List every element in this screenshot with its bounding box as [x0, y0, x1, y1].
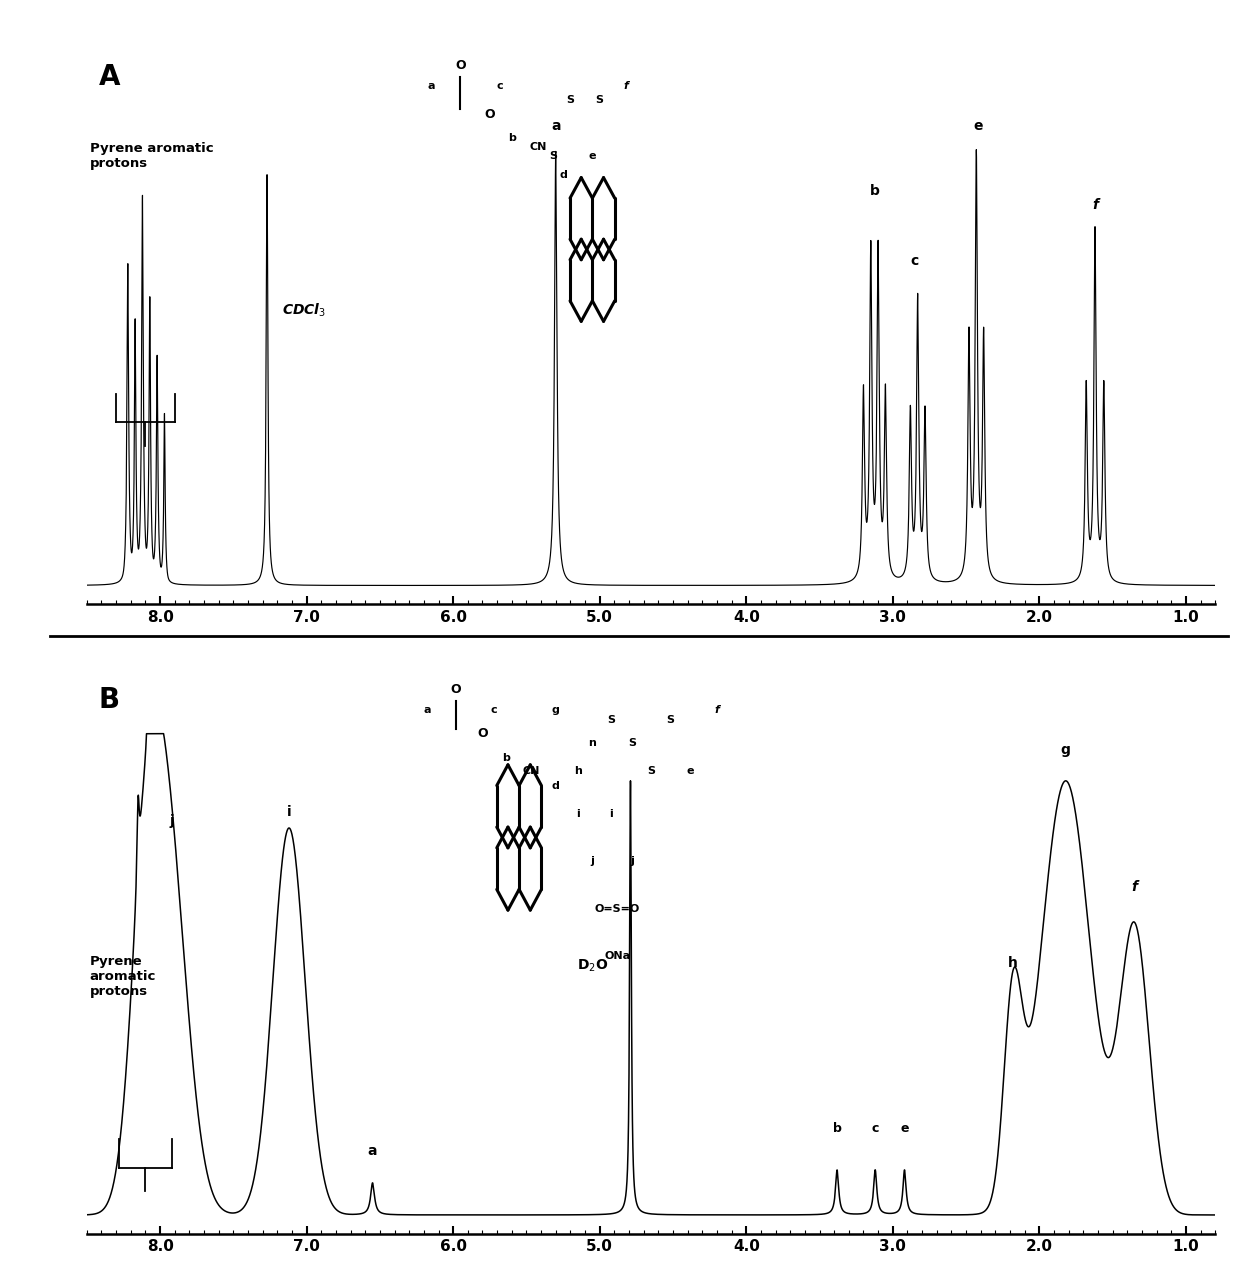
Text: A: A — [98, 62, 120, 90]
Text: D$_2$O: D$_2$O — [577, 958, 608, 974]
Text: e: e — [973, 118, 982, 132]
Text: CN: CN — [522, 767, 539, 776]
Text: d: d — [552, 781, 559, 791]
Text: O: O — [451, 683, 461, 696]
Text: O=S=O: O=S=O — [595, 903, 640, 913]
Text: e: e — [687, 767, 694, 776]
Text: e: e — [900, 1122, 909, 1135]
Text: O: O — [477, 728, 487, 740]
Text: j: j — [630, 856, 634, 866]
Text: O: O — [485, 108, 495, 121]
Text: CN: CN — [529, 141, 547, 151]
Text: c: c — [497, 81, 503, 90]
Text: ONa: ONa — [604, 950, 630, 960]
Text: CDCl$_3$: CDCl$_3$ — [281, 301, 326, 319]
Text: O: O — [455, 59, 466, 73]
Text: S: S — [666, 715, 675, 725]
Text: S: S — [595, 95, 604, 106]
Text: B: B — [98, 687, 119, 715]
Text: b: b — [833, 1122, 842, 1135]
Text: g: g — [1060, 743, 1070, 757]
Text: f: f — [1132, 880, 1137, 894]
Text: a: a — [551, 118, 560, 132]
Text: S: S — [549, 151, 557, 162]
Text: g: g — [552, 705, 559, 715]
Text: S: S — [627, 738, 636, 748]
Text: a: a — [428, 81, 435, 90]
Text: S: S — [608, 715, 615, 725]
Text: Pyrene
aromatic
protons: Pyrene aromatic protons — [89, 955, 156, 999]
Text: b: b — [502, 753, 510, 762]
Text: h: h — [1008, 955, 1018, 969]
Text: b: b — [870, 184, 880, 198]
Text: b: b — [508, 132, 516, 142]
Text: a: a — [423, 705, 430, 715]
Text: c: c — [872, 1122, 879, 1135]
Text: j: j — [590, 856, 594, 866]
Text: c: c — [910, 254, 919, 268]
Text: S: S — [567, 95, 574, 106]
Text: a: a — [368, 1145, 377, 1159]
Text: n: n — [589, 738, 596, 748]
Text: c: c — [491, 705, 497, 715]
Text: i: i — [286, 805, 291, 819]
Text: i: i — [575, 809, 579, 819]
Text: e: e — [589, 151, 596, 162]
Text: f: f — [624, 81, 629, 90]
Text: f: f — [714, 705, 719, 715]
Text: h: h — [574, 767, 582, 776]
Text: j: j — [170, 814, 174, 828]
Text: i: i — [610, 809, 614, 819]
Text: f: f — [1092, 198, 1099, 212]
Text: S: S — [647, 767, 655, 776]
Text: Pyrene aromatic
protons: Pyrene aromatic protons — [89, 142, 213, 170]
Text: d: d — [559, 170, 567, 181]
